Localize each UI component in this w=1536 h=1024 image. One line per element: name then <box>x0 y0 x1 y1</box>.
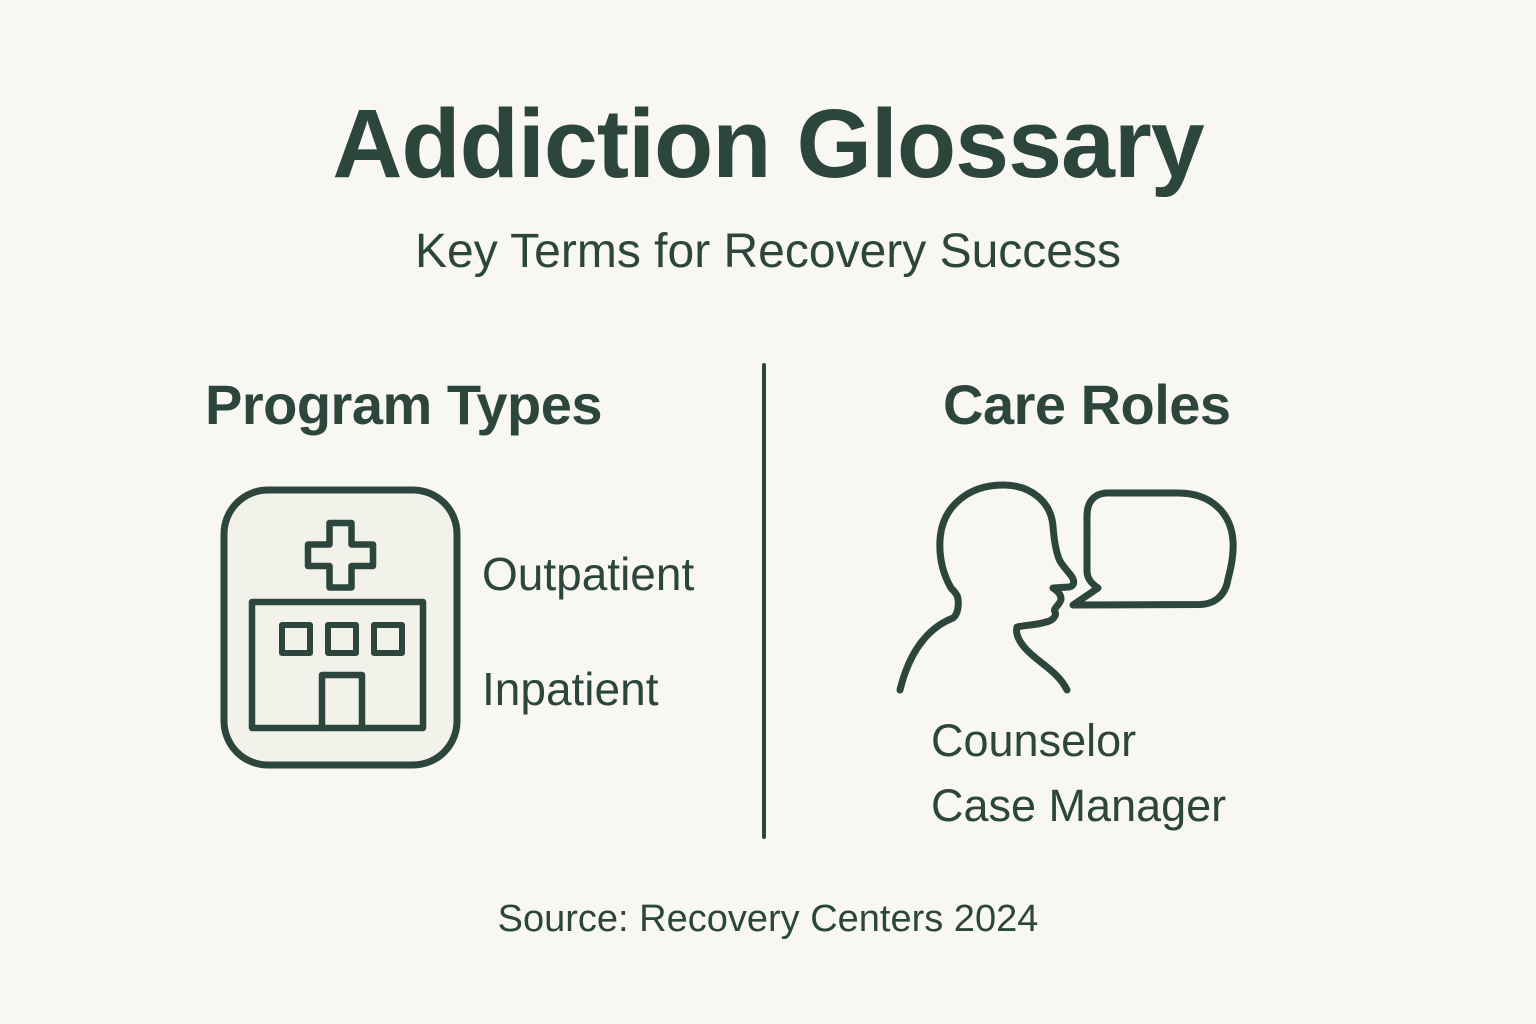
term-inpatient: Inpatient <box>482 663 659 715</box>
speech-bubble-outline <box>1069 489 1237 609</box>
page-title: Addiction Glossary <box>332 89 1204 198</box>
term-outpatient: Outpatient <box>482 548 695 600</box>
medical-cross-icon <box>304 519 377 591</box>
care-roles-heading: Care Roles <box>943 373 1231 436</box>
term-case-manager: Case Manager <box>931 780 1227 831</box>
term-counselor: Counselor <box>931 715 1137 766</box>
program-types-heading: Program Types <box>205 373 603 436</box>
source-attribution: Source: Recovery Centers 2024 <box>497 898 1039 940</box>
person-speaking-icon <box>895 478 1245 694</box>
column-divider <box>762 363 766 839</box>
page-subtitle: Key Terms for Recovery Success <box>414 225 1121 278</box>
hospital-building-icon <box>220 486 461 769</box>
person-head-outline <box>896 481 1078 694</box>
